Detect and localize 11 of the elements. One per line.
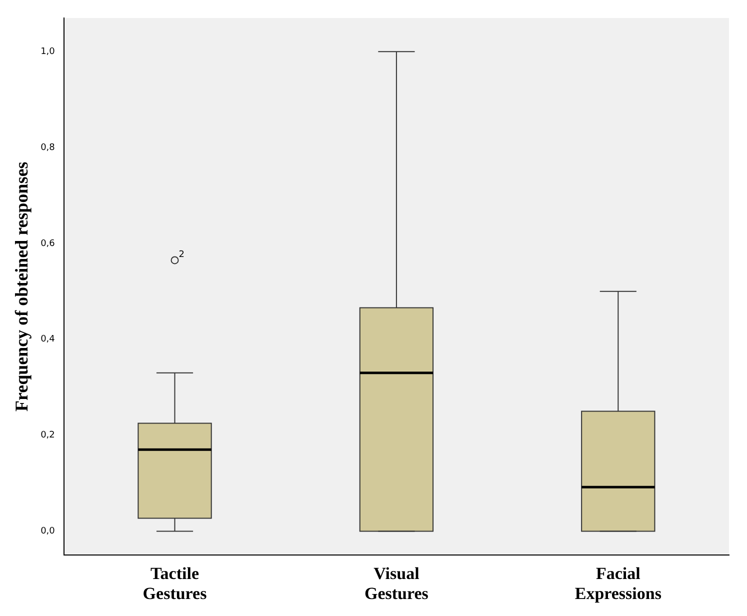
y-tick-label: 0,8 — [40, 142, 56, 153]
x-tick-label: Tactile Gestures — [142, 564, 208, 604]
annotation: 2 — [178, 250, 184, 260]
x-tick-label: Facial Expressions — [574, 564, 662, 604]
y-tick-label: 0,0 — [40, 526, 56, 537]
y-tick-label: 0,4 — [40, 334, 56, 345]
x-tick-label: Visual Gestures — [364, 564, 429, 604]
y-axis-title: Frequency of obteined responses — [11, 162, 32, 412]
y-tick-label: 0,6 — [40, 238, 56, 249]
y-tick-label: 0,2 — [40, 430, 55, 441]
y-tick-label: 1,0 — [40, 46, 56, 57]
